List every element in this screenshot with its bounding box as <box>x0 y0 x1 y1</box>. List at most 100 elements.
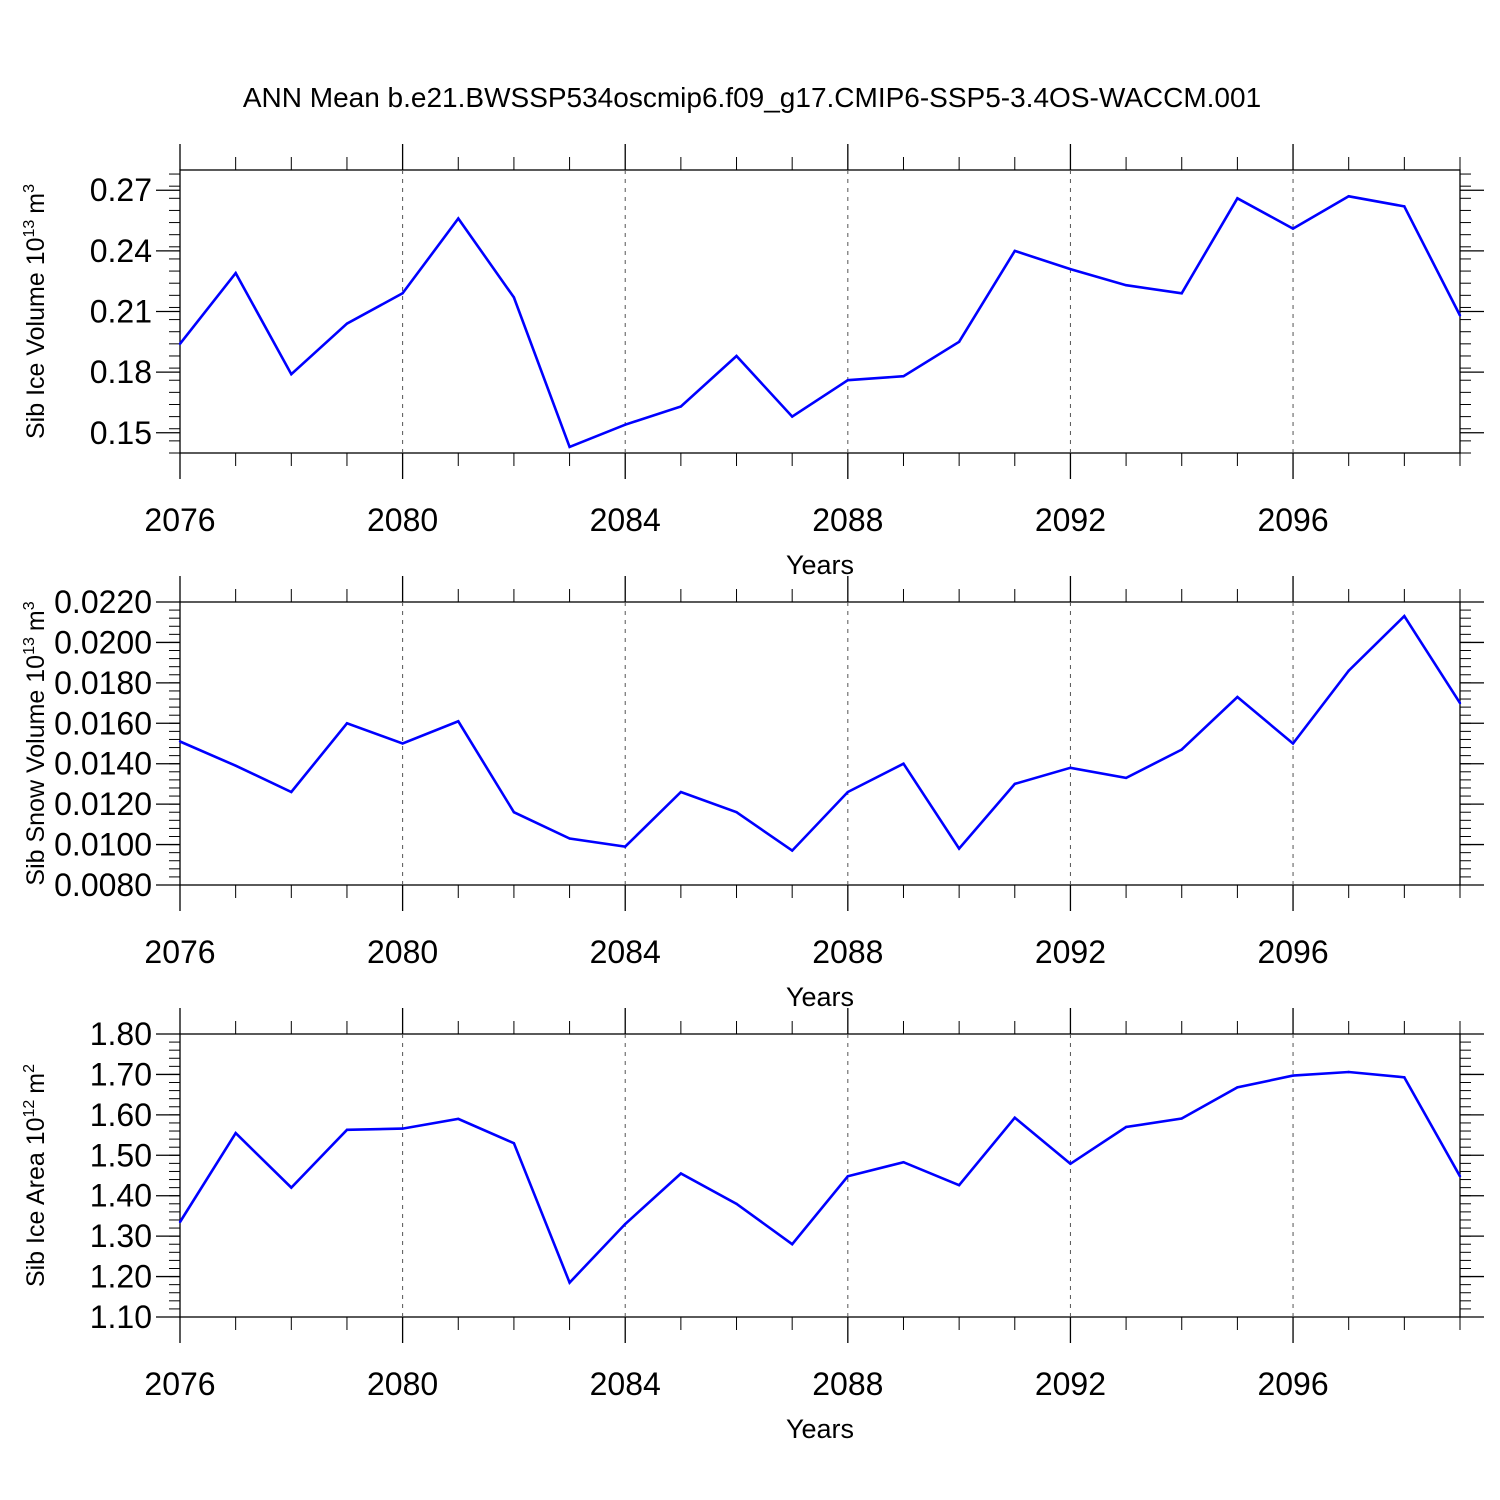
data-point <box>401 1127 404 1130</box>
y-axis-label-text: Sib Ice Volume 10 <box>22 238 50 440</box>
y-axis-label-exponent: 13 <box>21 220 38 238</box>
y-tick-label: 1.50 <box>90 1137 152 1173</box>
data-point <box>1458 1175 1462 1178</box>
data-point <box>679 405 683 408</box>
y-axis-label-unit-exponent: 2 <box>21 1064 38 1073</box>
data-point <box>1403 205 1406 208</box>
data-point <box>1458 701 1462 705</box>
y-tick-label: 1.70 <box>90 1056 152 1092</box>
y-axis-label: Sib Ice Area 1012 m2 <box>21 1064 50 1287</box>
data-point <box>568 1281 571 1284</box>
panel-3: 2076 2080 2084 2088 2092 2096 1.10 1.20 1.30 1.40… <box>21 1008 1484 1444</box>
x-tick-label: 2088 <box>812 1366 883 1402</box>
data-point <box>345 1128 349 1132</box>
data-point <box>1069 766 1072 769</box>
data-point <box>1403 614 1406 618</box>
data-point <box>1124 776 1128 780</box>
y-tick-label: 0.0080 <box>54 867 152 903</box>
y-tick-label: 0.0220 <box>54 584 152 620</box>
data-point <box>1236 197 1239 200</box>
y-axis-label-unit-exponent: 3 <box>21 601 38 610</box>
data-point <box>568 837 571 840</box>
x-tick-label: 2080 <box>367 934 438 970</box>
y-tick-label: 1.40 <box>90 1178 152 1214</box>
data-point <box>1124 284 1128 287</box>
data-point <box>1291 1074 1295 1077</box>
x-axis-label: Years <box>786 982 854 1012</box>
y-tick-label: 0.15 <box>90 415 152 451</box>
data-point <box>624 423 627 426</box>
x-tick-label: 2084 <box>590 1366 661 1402</box>
y-tick-label: 0.18 <box>90 354 152 390</box>
data-point <box>790 415 794 418</box>
data-point <box>512 296 516 299</box>
data-point <box>679 790 683 794</box>
y-axis-label-text: Sib Ice Area 10 <box>22 1117 50 1287</box>
data-point <box>512 811 516 814</box>
y-tick-label: 1.30 <box>90 1218 152 1254</box>
data-point <box>957 340 961 344</box>
x-tick-label: 2096 <box>1257 934 1328 970</box>
data-point <box>846 1175 850 1178</box>
x-tick-label: 2096 <box>1257 1366 1328 1402</box>
data-point <box>1458 314 1462 317</box>
data-point <box>1347 669 1350 672</box>
data-point <box>735 811 738 814</box>
plot-frame <box>179 169 1461 454</box>
y-tick-label: 0.0200 <box>54 624 152 660</box>
data-point <box>1403 1076 1406 1079</box>
x-tick-label: 2084 <box>590 502 661 538</box>
data-point <box>902 374 905 378</box>
y-axis-label-unit: m <box>22 610 50 631</box>
series-line <box>178 1070 1462 1285</box>
series-line <box>179 614 1462 853</box>
data-point <box>1236 695 1239 699</box>
x-tick-label: 2076 <box>144 502 215 538</box>
y-axis-label: Sib Ice Volume 1013 m3 <box>21 184 50 439</box>
data-point <box>345 722 349 725</box>
data-point <box>846 379 850 382</box>
series-line <box>178 194 1462 449</box>
panels: 2076 2080 2084 2088 2092 2096 0.15 0.18 0.21 0.24… <box>21 144 1484 1444</box>
data-point <box>1291 227 1295 230</box>
y-axis-label-unit-exponent: 3 <box>21 184 38 193</box>
data-point <box>1069 267 1072 271</box>
x-tick-label: 2080 <box>367 502 438 538</box>
data-point <box>1069 1162 1072 1165</box>
data-point <box>234 764 237 767</box>
data-point <box>790 849 794 852</box>
y-tick-label: 0.0160 <box>54 705 152 741</box>
data-point <box>401 742 404 745</box>
plot-frame <box>179 1033 1461 1318</box>
data-point <box>290 372 293 376</box>
data-point <box>735 1202 738 1206</box>
data-point <box>624 1222 627 1226</box>
x-tick-label: 2092 <box>1035 934 1106 970</box>
data-point <box>178 740 182 743</box>
data-point <box>1013 249 1016 253</box>
y-tick-label: 0.0180 <box>54 665 152 701</box>
data-point <box>568 445 571 449</box>
data-point <box>957 847 961 850</box>
data-point <box>846 790 850 794</box>
x-tick-label: 2088 <box>812 934 883 970</box>
x-tick-label: 2092 <box>1035 1366 1106 1402</box>
data-point <box>1013 1116 1016 1119</box>
data-point <box>624 845 627 848</box>
data-point <box>401 292 404 295</box>
data-point <box>1124 1125 1128 1129</box>
x-axis-label: Years <box>786 1414 854 1444</box>
data-point <box>234 1131 237 1135</box>
data-point <box>735 354 738 358</box>
x-tick-label: 2096 <box>1257 502 1328 538</box>
x-tick-label: 2076 <box>144 1366 215 1402</box>
panel-1: 2076 2080 2084 2088 2092 2096 0.15 0.18 0.21 0.24… <box>21 144 1484 580</box>
x-tick-label: 2088 <box>812 502 883 538</box>
data-point <box>1347 195 1350 198</box>
data-point <box>345 322 349 325</box>
y-tick-label: 0.0120 <box>54 786 152 822</box>
data-point <box>1180 1117 1183 1120</box>
x-tick-label: 2084 <box>590 934 661 970</box>
data-point <box>957 1184 961 1187</box>
